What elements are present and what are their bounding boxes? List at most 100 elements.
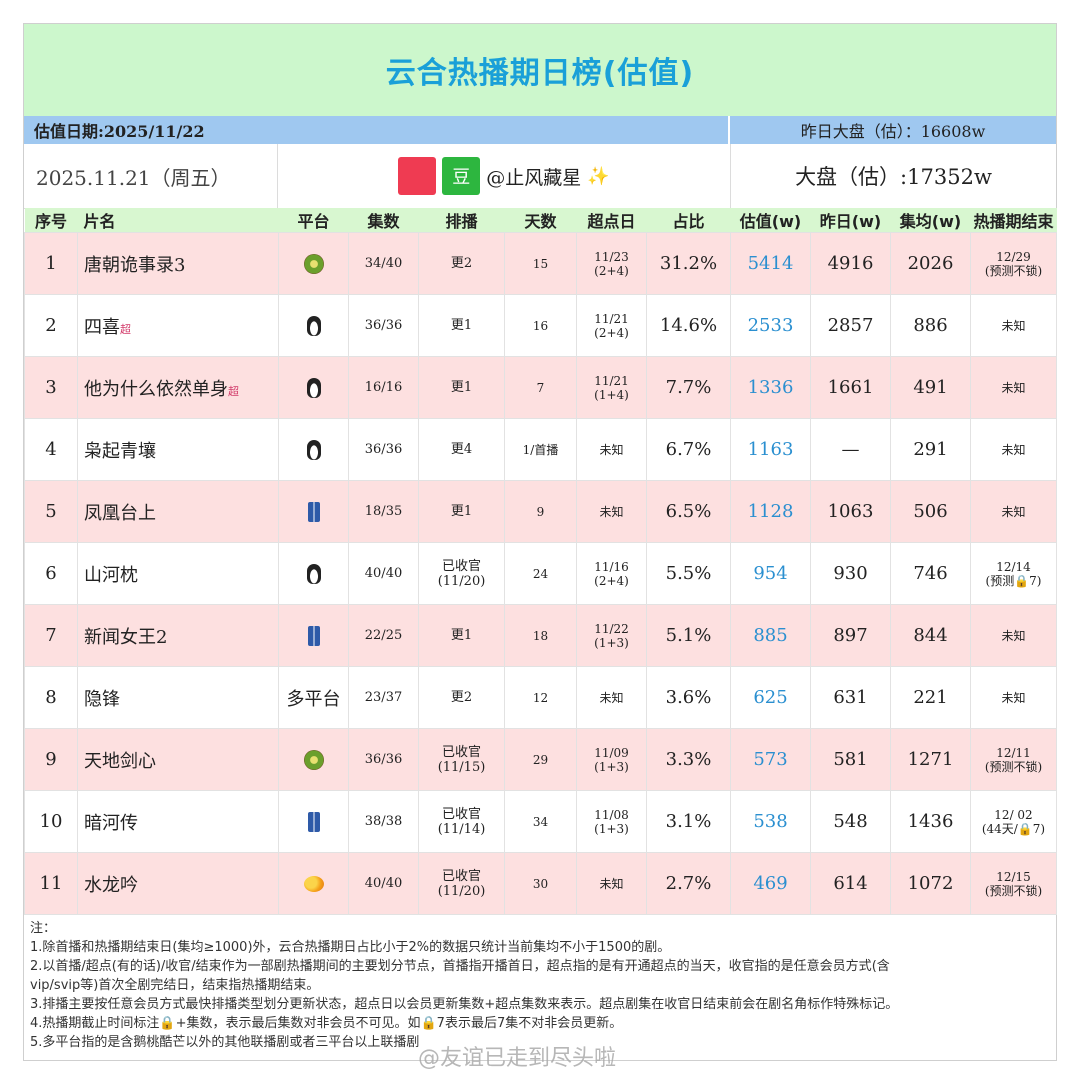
table-row: 2 四喜超 36/36 更1 16 11/21 (2+4) 14.6% 2533 2857 886 未… [24, 294, 1057, 357]
days: 34 [532, 814, 549, 829]
note-line: 3.排播主要按任意会员方式最快排播类型划分更新状态，超点日以会员更新集数+超点集… [30, 997, 899, 1012]
end-date: 未知 [1001, 380, 1026, 395]
yesterday-value: — [841, 439, 860, 460]
note-line: 2.以首播/超点(有的话)/收官/结束作为一部剧热播期间的主要划分节点，首播指开… [30, 959, 890, 974]
avg-value: 491 [913, 377, 948, 398]
sparkle-icon: ✨ [587, 165, 610, 187]
end-note: (预测不锁) [984, 759, 1043, 774]
avg-value: 1271 [907, 749, 954, 770]
drama-name: 他为什么依然单身 [84, 378, 228, 400]
column-header: 超点日 [576, 208, 647, 233]
super-episodes: (1+3) [594, 821, 629, 836]
schedule: 更1 [450, 380, 473, 395]
episodes: 38/38 [364, 814, 403, 829]
jeans-icon [307, 501, 320, 522]
rank: 6 [45, 563, 57, 584]
column-header: 平台 [278, 208, 349, 233]
estimate-value: 1336 [747, 377, 794, 398]
avg-value: 746 [913, 563, 948, 584]
schedule: 已收官 [441, 868, 481, 884]
end-date: 未知 [1001, 442, 1026, 457]
avg-value: 221 [913, 687, 948, 708]
episodes: 16/16 [364, 380, 403, 395]
table-row: 9 天地剑心 36/36 已收官 (11/15) 29 11/09 (1+3) 3.3% 573 5… [24, 728, 1057, 791]
end-note: (预测不锁) [984, 263, 1043, 278]
drama-name: 暗河传 [84, 812, 138, 834]
rank: 9 [45, 749, 57, 770]
share: 5.1% [665, 625, 712, 646]
avg-value: 506 [913, 501, 948, 522]
schedule: 更4 [450, 442, 473, 457]
days: 30 [532, 876, 549, 891]
schedule: 更1 [450, 504, 473, 519]
super-episodes: (2+4) [594, 573, 629, 588]
end-note: (预测不锁) [984, 883, 1043, 898]
episodes: 36/36 [364, 442, 403, 457]
super-date: 未知 [599, 504, 624, 519]
drama-name: 水龙吟 [84, 874, 138, 896]
summary-bar: 估值日期:2025/11/22 昨日大盘（估）：16608w [24, 116, 1056, 144]
estimate-value: 573 [753, 749, 788, 770]
yesterday-value: 930 [833, 563, 868, 584]
table-row: 8 隐锋 多平台 23/37 更2 12 未知 3.6% 625 631 221 未知 [24, 666, 1057, 729]
end-date: 12/15 [996, 869, 1031, 884]
yesterday-value: 2857 [827, 315, 874, 336]
estimate-value: 1163 [747, 439, 794, 460]
drama-name: 隐锋 [84, 688, 120, 710]
rank: 8 [45, 687, 57, 708]
drama-name: 山河枕 [84, 564, 138, 586]
days: 12 [532, 690, 549, 705]
days: 29 [532, 752, 549, 767]
super-date: 11/16 [594, 559, 629, 574]
rank: 7 [45, 625, 57, 646]
rank: 1 [45, 253, 57, 274]
days: 9 [536, 504, 545, 519]
ranking-card: 云合热播期日榜(估值) 估值日期:2025/11/22 昨日大盘（估）：1660… [23, 23, 1057, 1061]
end-date: 12/14 [996, 559, 1031, 574]
table-row: 1 唐朝诡事录3 34/40 更2 15 11/23 (2+4) 31.2% 5414 4916 2… [24, 232, 1057, 295]
avg-value: 886 [913, 315, 948, 336]
avg-value: 291 [913, 439, 948, 460]
schedule: 已收官 [441, 806, 481, 822]
jeans-icon [307, 625, 320, 646]
super-date: 未知 [599, 876, 624, 891]
super-date: 11/09 [594, 745, 629, 760]
end-note: (44天/🔒7) [981, 821, 1046, 836]
estimate-value: 2533 [747, 315, 794, 336]
column-header: 排播 [418, 208, 505, 233]
end-date: 未知 [1001, 690, 1026, 705]
column-header: 序号 [24, 208, 78, 233]
schedule-date: (11/20) [437, 573, 486, 589]
yesterday-total: 昨日大盘（估）：16608w [800, 122, 986, 141]
episodes: 23/37 [364, 690, 403, 705]
avg-value: 1436 [907, 811, 954, 832]
drama-name: 凤凰台上 [84, 502, 156, 524]
column-header: 天数 [504, 208, 577, 233]
column-header: 占比 [646, 208, 731, 233]
yesterday-value: 1063 [827, 501, 874, 522]
super-date: 11/08 [594, 807, 629, 822]
super-date: 11/21 [594, 373, 629, 388]
schedule-date: (11/15) [437, 759, 486, 775]
drama-name: 四喜 [84, 316, 120, 338]
yesterday-value: 631 [833, 687, 868, 708]
total-estimate: 大盘（估）:17352w [795, 165, 992, 189]
schedule: 更1 [450, 628, 473, 643]
days: 16 [532, 318, 549, 333]
penguin-icon [306, 315, 321, 336]
super-date: 11/21 [594, 311, 629, 326]
super-date: 11/23 [594, 249, 629, 264]
column-header: 集均(w) [890, 208, 971, 233]
author-info: 豆 @止风藏星 ✨ [278, 144, 731, 208]
estimate-value: 954 [753, 563, 788, 584]
super-date: 未知 [599, 442, 624, 457]
share: 2.7% [665, 873, 712, 894]
drama-name: 唐朝诡事录3 [84, 254, 186, 276]
yesterday-value: 581 [833, 749, 868, 770]
episodes: 22/25 [364, 628, 403, 643]
drama-name: 新闻女王2 [84, 626, 168, 648]
jeans-icon [307, 811, 320, 832]
share: 3.1% [665, 811, 712, 832]
schedule: 更1 [450, 318, 473, 333]
yesterday-value: 548 [833, 811, 868, 832]
